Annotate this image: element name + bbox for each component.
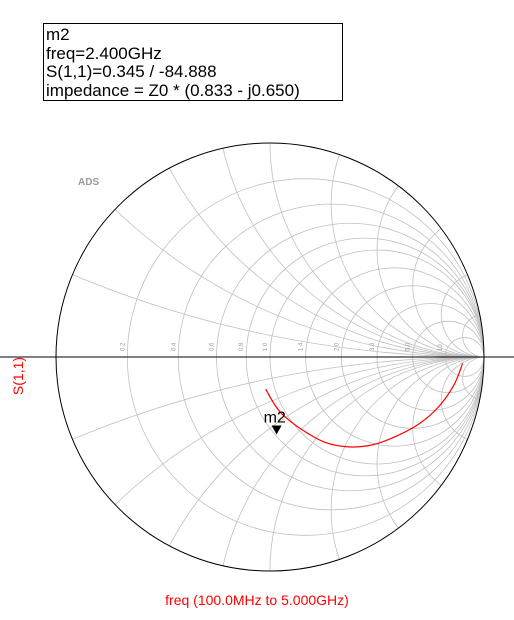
axis-tick-label: 5.0: [406, 342, 412, 351]
axis-tick-label: 10: [438, 344, 444, 351]
marker-label: m2: [264, 410, 286, 427]
reactance-arc: [56, 356, 484, 571]
axis-tick-label: 1.4: [299, 342, 305, 351]
ads-watermark: ADS: [78, 177, 100, 188]
reactance-arc: [462, 313, 484, 358]
reactance-arc: [376, 143, 484, 358]
marker-frequency: freq=2.400GHz: [46, 43, 162, 63]
x-axis-label: freq (100.0MHz to 5.000GHz): [165, 592, 349, 608]
reactance-arc: [462, 356, 484, 401]
s11-trace: [265, 363, 464, 448]
axis-tick-label: 0.6: [210, 342, 216, 351]
axis-tick-label: 3.0: [370, 342, 376, 351]
axis-tick-labels: 0.2 0.4 0.6 0.8 1.0 1.4 2.0 3.0 5.0 10: [120, 342, 444, 351]
marker-readout-box: m2 freq=2.400GHz S(1,1)=0.345 / -84.888 …: [43, 23, 343, 101]
reactance-arc: [330, 143, 484, 358]
axis-tick-label: 2.0: [334, 342, 340, 351]
marker-s-parameter: S(1,1)=0.345 / -84.888: [46, 62, 217, 81]
axis-tick-label: 0.8: [239, 342, 245, 351]
reactance-arc: [440, 271, 484, 358]
axis-tick-label: 0.2: [120, 342, 126, 351]
reactance-arc: [126, 143, 484, 358]
marker-name: m2: [46, 25, 70, 44]
marker-impedance: impedance = Z0 * (0.833 - j0.650): [46, 80, 300, 100]
reactance-arc: [216, 356, 484, 571]
reactance-arc: [330, 356, 484, 571]
reactance-arc: [56, 143, 484, 358]
unit-circle-outline: [55, 142, 485, 572]
reactance-arc: [56, 356, 484, 571]
marker-triangle[interactable]: [271, 425, 282, 435]
axis-tick-label: 1.0: [263, 342, 269, 351]
reactance-arc: [56, 143, 484, 358]
reactance-arc: [440, 356, 484, 443]
reactance-arc: [376, 356, 484, 571]
axis-tick-label: 0.4: [171, 342, 177, 351]
y-axis-label: S(1,1): [10, 356, 26, 396]
